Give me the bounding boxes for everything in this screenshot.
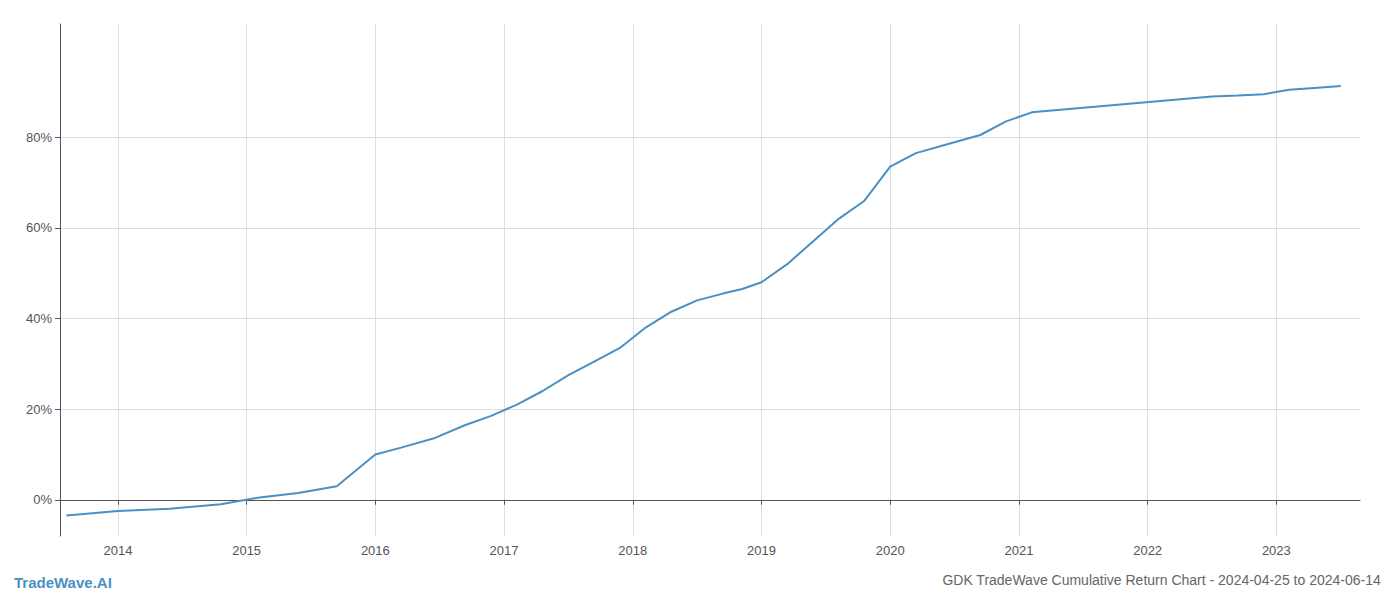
svg-text:80%: 80% [26,130,52,145]
svg-text:2019: 2019 [747,543,776,558]
svg-text:2018: 2018 [618,543,647,558]
svg-text:2021: 2021 [1004,543,1033,558]
svg-text:2016: 2016 [361,543,390,558]
svg-text:2014: 2014 [103,543,132,558]
svg-text:2017: 2017 [490,543,519,558]
svg-text:GDK TradeWave Cumulative Retur: GDK TradeWave Cumulative Return Chart - … [942,572,1381,588]
svg-text:20%: 20% [26,402,52,417]
svg-text:2020: 2020 [876,543,905,558]
svg-text:0%: 0% [33,492,52,507]
svg-text:TradeWave.AI: TradeWave.AI [14,574,112,591]
svg-text:2022: 2022 [1133,543,1162,558]
svg-text:2015: 2015 [232,543,261,558]
svg-text:60%: 60% [26,220,52,235]
svg-text:40%: 40% [26,311,52,326]
svg-text:2023: 2023 [1262,543,1291,558]
